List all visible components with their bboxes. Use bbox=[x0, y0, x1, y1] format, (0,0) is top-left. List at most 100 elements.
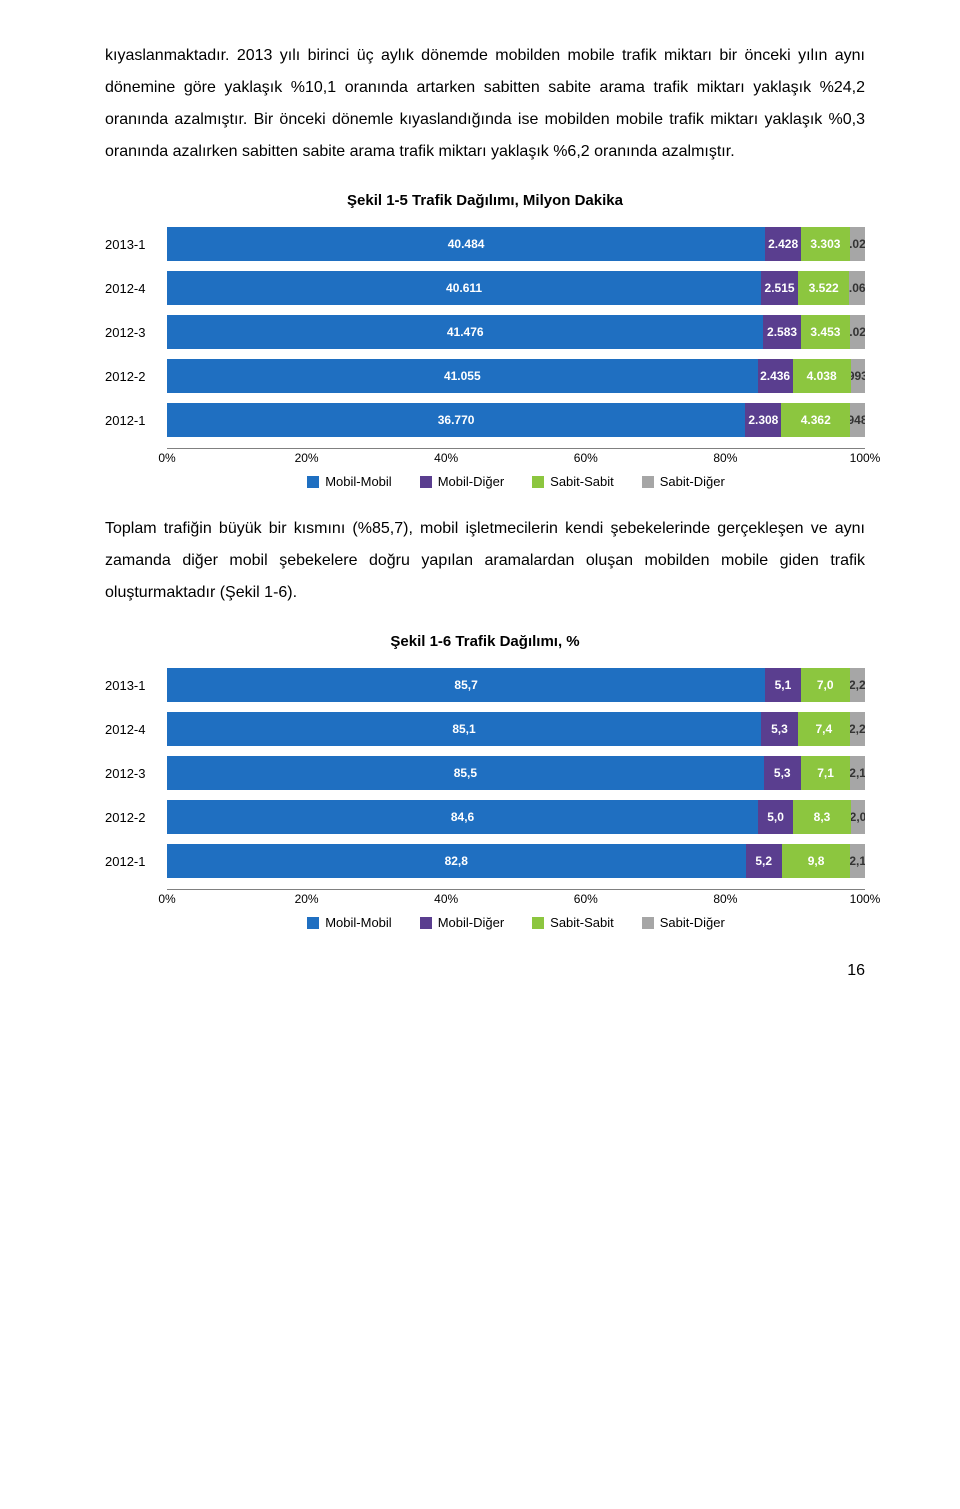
legend-item: Mobil-Mobil bbox=[307, 474, 391, 489]
bar-segment: 5,3 bbox=[761, 712, 798, 746]
bar-segment: 4.038 bbox=[793, 359, 851, 393]
bar-segment: 5,3 bbox=[764, 756, 801, 790]
bar-segment: 41.055 bbox=[167, 359, 758, 393]
paragraph-2: Toplam trafiğin büyük bir kısmını (%85,7… bbox=[105, 513, 865, 609]
chart2: 2013-185,75,17,02,2 2012-485,15,37,42,2 20… bbox=[105, 668, 865, 878]
bar-segment: 2.436 bbox=[758, 359, 793, 393]
row-label: 2013-1 bbox=[105, 678, 167, 693]
chart-row: 2012-485,15,37,42,2 bbox=[105, 712, 865, 746]
legend-swatch bbox=[420, 476, 432, 488]
bar-segment: 1.025 bbox=[850, 227, 865, 261]
legend-label: Mobil-Mobil bbox=[325, 474, 391, 489]
row-label: 2012-3 bbox=[105, 766, 167, 781]
legend-item: Sabit-Diğer bbox=[642, 915, 725, 930]
chart1: 2013-140.4842.4283.3031.025 2012-440.6112… bbox=[105, 227, 865, 437]
bar-segment: 41.476 bbox=[167, 315, 763, 349]
chart-row: 2012-136.7702.3084.362948 bbox=[105, 403, 865, 437]
bar-segment: 2,2 bbox=[850, 668, 865, 702]
stacked-bar: 84,65,08,32,0 bbox=[167, 800, 865, 834]
bar-segment: 3.453 bbox=[801, 315, 851, 349]
stacked-bar: 85,55,37,12,1 bbox=[167, 756, 865, 790]
bar-segment: 7,0 bbox=[801, 668, 850, 702]
chart1-title: Şekil 1-5 Trafik Dağılımı, Milyon Dakika bbox=[105, 192, 865, 209]
axis-tick: 0% bbox=[158, 892, 175, 906]
chart-row: 2012-385,55,37,12,1 bbox=[105, 756, 865, 790]
bar-area: 40.6112.5153.5221.061 bbox=[167, 271, 865, 305]
bar-segment: 2,2 bbox=[850, 712, 865, 746]
legend-item: Sabit-Sabit bbox=[532, 915, 614, 930]
legend-swatch bbox=[307, 917, 319, 929]
bar-area: 84,65,08,32,0 bbox=[167, 800, 865, 834]
chart2-axis: 0%20%40%60%80%100% bbox=[167, 889, 865, 907]
bar-segment: 82,8 bbox=[167, 844, 746, 878]
row-label: 2012-1 bbox=[105, 854, 167, 869]
bar-segment: 9,8 bbox=[782, 844, 850, 878]
bar-area: 85,55,37,12,1 bbox=[167, 756, 865, 790]
bar-area: 41.0552.4364.038993 bbox=[167, 359, 865, 393]
legend-label: Sabit-Diğer bbox=[660, 915, 725, 930]
bar-segment: 1.061 bbox=[849, 271, 865, 305]
legend-swatch bbox=[642, 476, 654, 488]
bar-segment: 85,1 bbox=[167, 712, 761, 746]
chart2-title: Şekil 1-6 Trafik Dağılımı, % bbox=[105, 633, 865, 650]
chart2-legend: Mobil-MobilMobil-DiğerSabit-SabitSabit-D… bbox=[167, 915, 865, 930]
bar-segment: 7,4 bbox=[798, 712, 850, 746]
legend-item: Mobil-Diğer bbox=[420, 915, 504, 930]
chart-row: 2013-140.4842.4283.3031.025 bbox=[105, 227, 865, 261]
row-label: 2012-1 bbox=[105, 413, 167, 428]
chart-row: 2012-440.6112.5153.5221.061 bbox=[105, 271, 865, 305]
axis-tick: 0% bbox=[158, 451, 175, 465]
axis-tick: 40% bbox=[434, 892, 458, 906]
row-label: 2012-3 bbox=[105, 325, 167, 340]
stacked-bar: 36.7702.3084.362948 bbox=[167, 403, 865, 437]
axis-tick: 20% bbox=[295, 892, 319, 906]
bar-segment: 2,1 bbox=[850, 844, 865, 878]
bar-area: 85,15,37,42,2 bbox=[167, 712, 865, 746]
bar-area: 82,85,29,82,1 bbox=[167, 844, 865, 878]
legend-swatch bbox=[642, 917, 654, 929]
row-label: 2012-2 bbox=[105, 369, 167, 384]
axis-tick: 80% bbox=[713, 892, 737, 906]
axis-tick: 60% bbox=[574, 892, 598, 906]
bar-segment: 5,0 bbox=[758, 800, 793, 834]
bar-area: 40.4842.4283.3031.025 bbox=[167, 227, 865, 261]
chart-row: 2012-241.0552.4364.038993 bbox=[105, 359, 865, 393]
chart-row: 2012-341.4762.5833.4531.024 bbox=[105, 315, 865, 349]
axis-tick: 100% bbox=[850, 451, 881, 465]
chart1-axis: 0%20%40%60%80%100% bbox=[167, 448, 865, 466]
bar-segment: 5,1 bbox=[765, 668, 801, 702]
legend-label: Sabit-Diğer bbox=[660, 474, 725, 489]
row-label: 2012-4 bbox=[105, 281, 167, 296]
bar-segment: 948 bbox=[850, 403, 865, 437]
legend-swatch bbox=[307, 476, 319, 488]
legend-item: Mobil-Diğer bbox=[420, 474, 504, 489]
legend-label: Sabit-Sabit bbox=[550, 915, 614, 930]
bar-segment: 2.583 bbox=[763, 315, 800, 349]
stacked-bar: 85,75,17,02,2 bbox=[167, 668, 865, 702]
axis-tick: 20% bbox=[295, 451, 319, 465]
bar-segment: 3.522 bbox=[798, 271, 850, 305]
legend-item: Sabit-Sabit bbox=[532, 474, 614, 489]
bar-segment: 7,1 bbox=[801, 756, 851, 790]
axis-tick: 40% bbox=[434, 451, 458, 465]
chart-row: 2013-185,75,17,02,2 bbox=[105, 668, 865, 702]
legend-label: Sabit-Sabit bbox=[550, 474, 614, 489]
legend-label: Mobil-Diğer bbox=[438, 915, 504, 930]
bar-segment: 5,2 bbox=[746, 844, 782, 878]
stacked-bar: 41.0552.4364.038993 bbox=[167, 359, 865, 393]
row-label: 2013-1 bbox=[105, 237, 167, 252]
stacked-bar: 85,15,37,42,2 bbox=[167, 712, 865, 746]
stacked-bar: 40.6112.5153.5221.061 bbox=[167, 271, 865, 305]
bar-segment: 2.428 bbox=[765, 227, 801, 261]
stacked-bar: 41.4762.5833.4531.024 bbox=[167, 315, 865, 349]
legend-swatch bbox=[532, 476, 544, 488]
legend-swatch bbox=[532, 917, 544, 929]
axis-tick: 60% bbox=[574, 451, 598, 465]
bar-segment: 993 bbox=[851, 359, 865, 393]
bar-segment: 2.308 bbox=[745, 403, 781, 437]
bar-segment: 8,3 bbox=[793, 800, 851, 834]
page-number: 16 bbox=[105, 962, 865, 980]
stacked-bar: 82,85,29,82,1 bbox=[167, 844, 865, 878]
legend-item: Sabit-Diğer bbox=[642, 474, 725, 489]
chart-row: 2012-284,65,08,32,0 bbox=[105, 800, 865, 834]
